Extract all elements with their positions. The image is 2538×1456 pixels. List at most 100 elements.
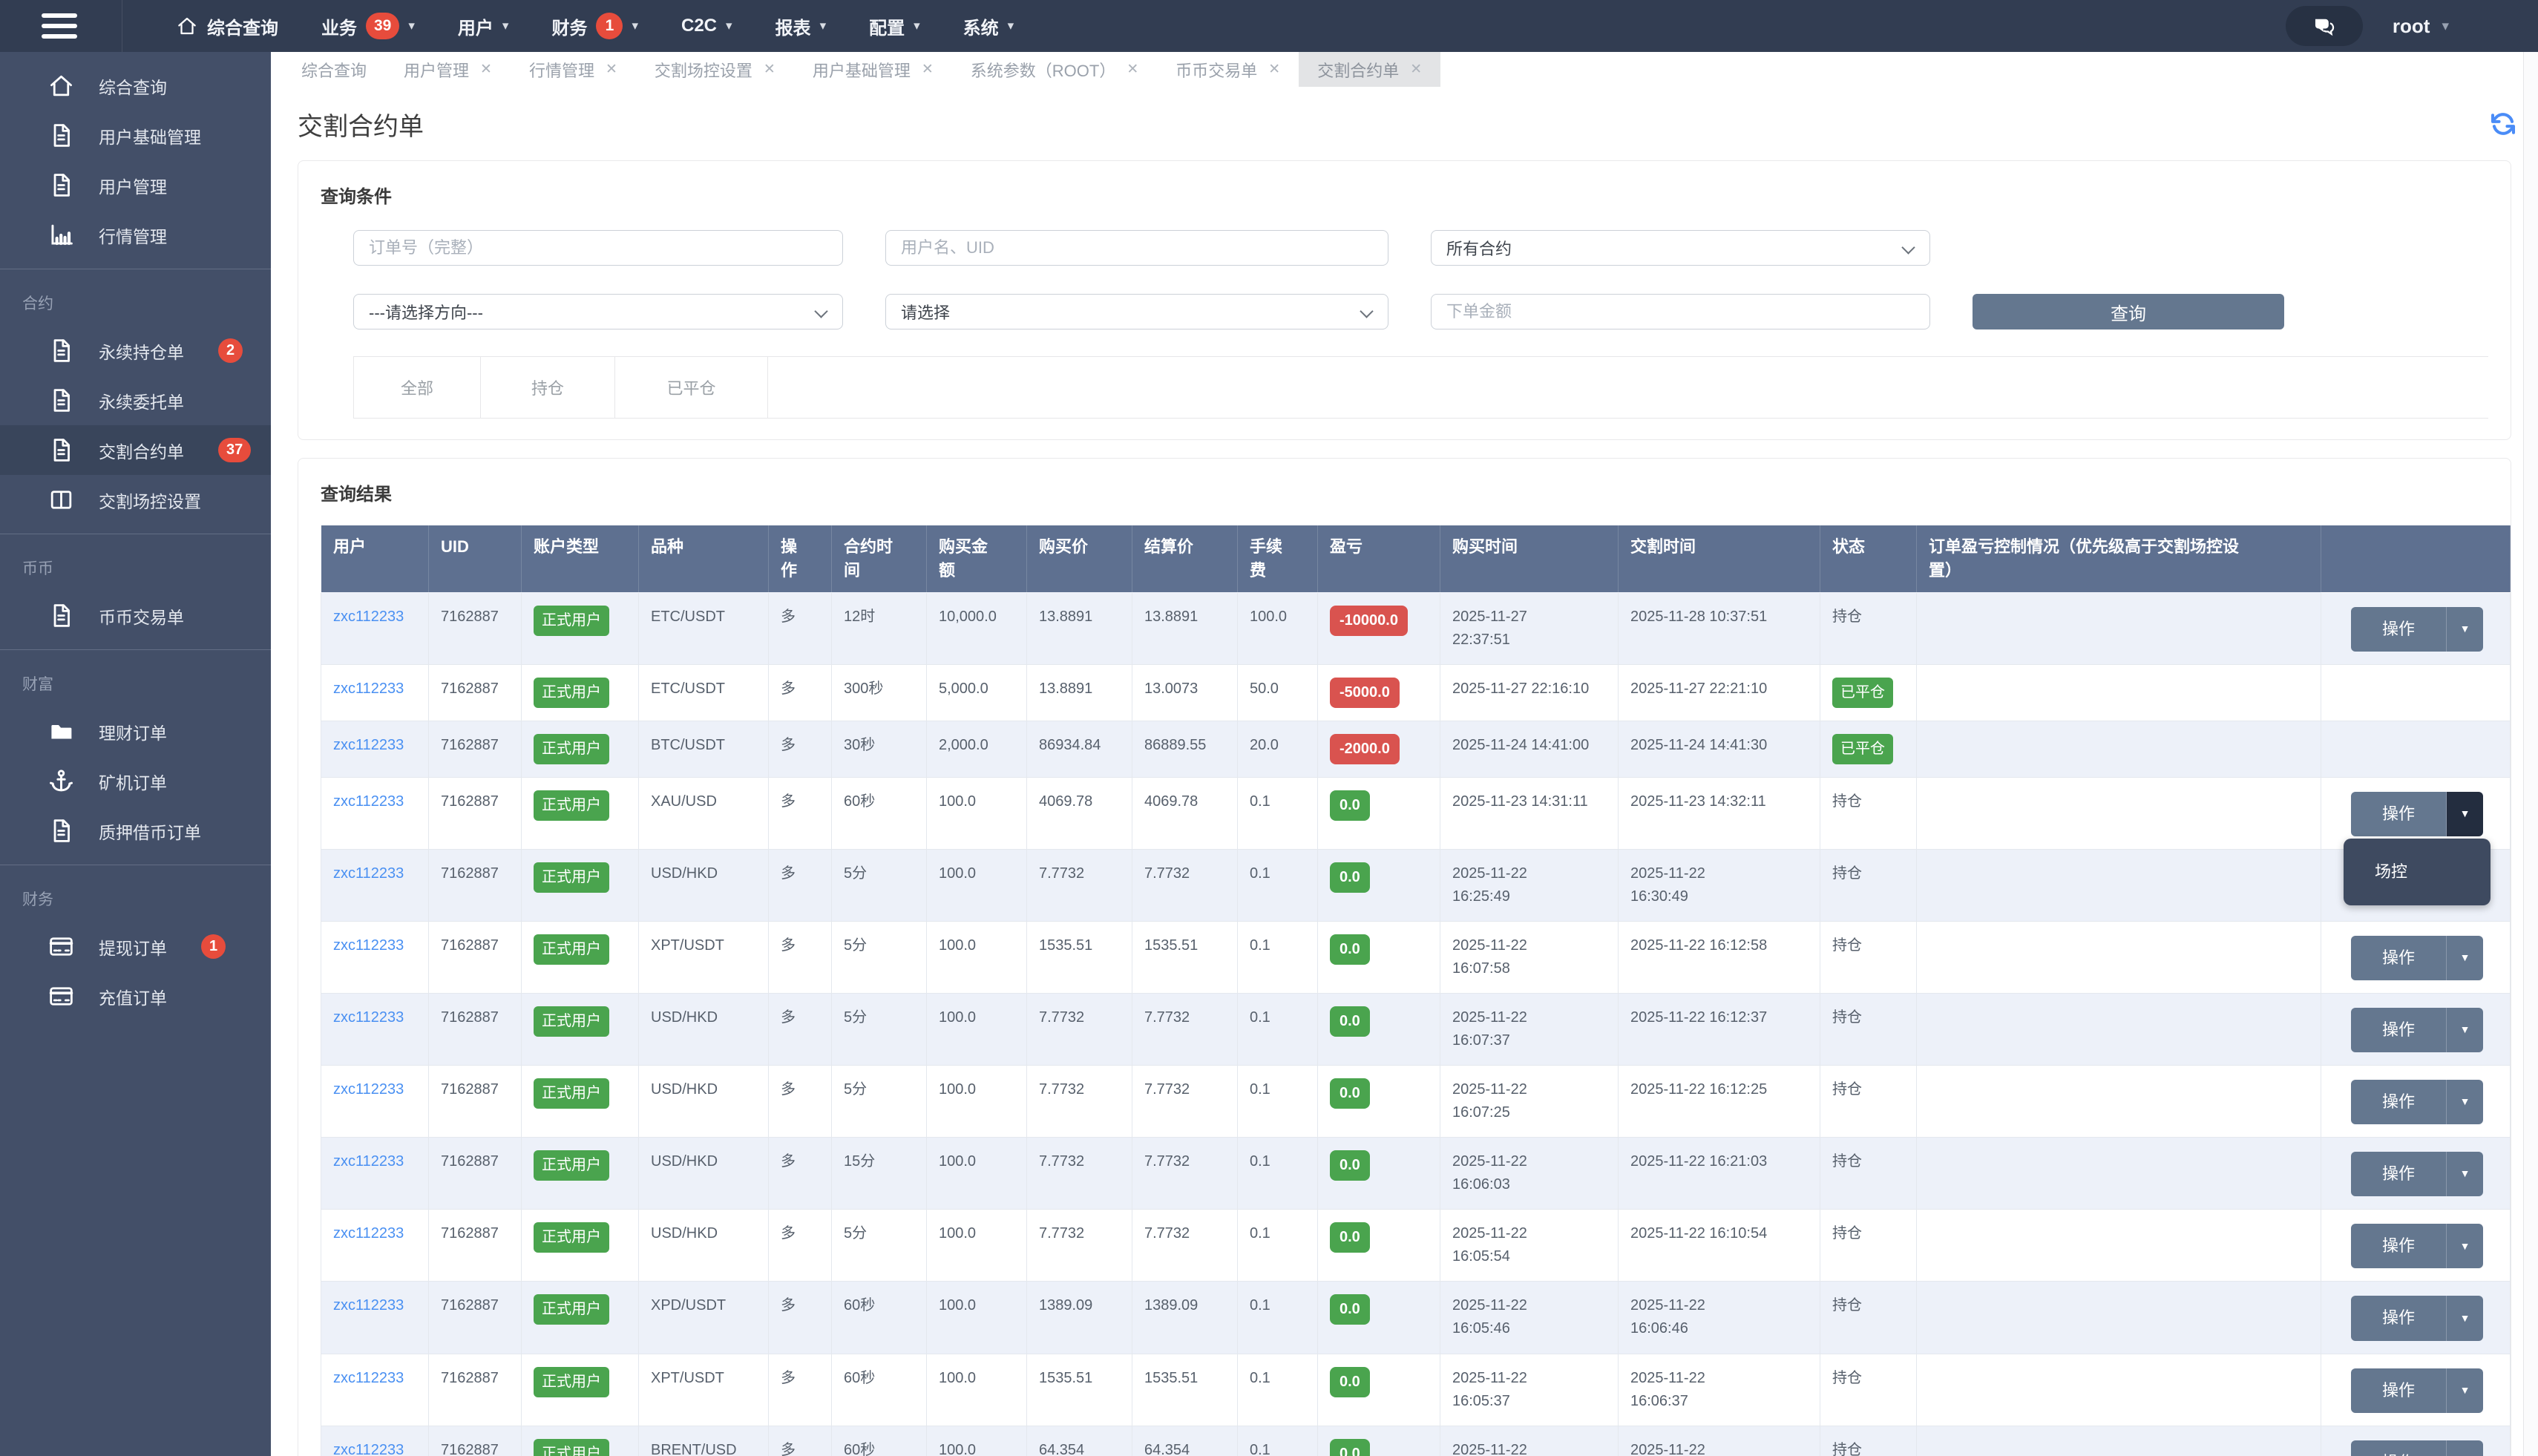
tab-1[interactable]: 用户管理 ✕ [385,52,511,87]
contract-select[interactable]: 所有合约 [1431,230,1930,266]
cell-delivery-time: 2025-11-22 16:12:25 [1618,1065,1820,1138]
sidebar-item-4-1[interactable]: 充值订单 [0,971,271,1021]
tab-7[interactable]: 交割合约单 ✕ [1299,52,1441,87]
sidebar-section-label: 币币 [22,560,53,577]
user-link[interactable]: zxc112233 [333,736,404,753]
cell-action: 操作 ▼ 场控 [2321,776,2511,906]
cell-status: 持仓 [1820,993,1917,1066]
tab-3[interactable]: 交割场控设置 ✕ [636,52,794,87]
action-button[interactable]: 操作▼ [2351,1008,2483,1053]
type-select[interactable]: 请选择 [885,294,1388,329]
action-dropdown-toggle[interactable]: ▼ [2446,606,2483,652]
action-button[interactable]: 操作▼ [2351,935,2483,981]
action-dropdown-toggle[interactable]: ▼ [2446,1152,2483,1197]
action-button[interactable]: 操作▼ [2351,791,2483,836]
sidebar-item-3-0[interactable]: 理财订单 [0,706,271,756]
tab-4[interactable]: 用户基础管理 ✕ [794,52,952,87]
sidebar-item-2-0[interactable]: 币币交易单 [0,591,271,640]
close-icon[interactable]: ✕ [605,62,617,77]
action-button[interactable]: 操作▼ [2351,1152,2483,1197]
action-dropdown-toggle[interactable]: ▼ [2446,1368,2483,1413]
nav-item-3[interactable]: 财务 1 ▾ [532,0,658,52]
close-icon[interactable]: ✕ [921,62,934,77]
sidebar-item-4-0[interactable]: 提现订单 1 [0,922,271,971]
user-link[interactable]: zxc112233 [333,1153,404,1170]
nav-item-0[interactable]: 综合查询 [157,0,298,52]
sidebar-item-0-3[interactable]: 行情管理 [0,210,271,260]
user-link[interactable]: zxc112233 [333,1297,404,1314]
action-button[interactable]: 操作▼ [2351,1440,2483,1456]
cell-direction: 多 [768,1065,832,1138]
nav-item-6[interactable]: 配置 ▾ [850,0,940,52]
nav-item-7[interactable]: 系统 ▾ [944,0,1034,52]
user-link[interactable]: zxc112233 [333,1009,404,1026]
sidebar-item-1-0[interactable]: 永续持仓单 2 [0,326,271,376]
tab-2[interactable]: 行情管理 ✕ [511,52,636,87]
action-button[interactable]: 操作▼ [2351,1296,2483,1341]
sidebar-item-1-2[interactable]: 交割合约单 37 [0,425,271,475]
sidebar-item-1-3[interactable]: 交割场控设置 [0,475,271,525]
user-menu[interactable]: root ▾ [2393,15,2449,38]
filter-tab-2[interactable]: 已平仓 [615,357,768,418]
action-dropdown-toggle[interactable]: ▼ [2446,1296,2483,1341]
action-dropdown-toggle[interactable]: ▼ [2446,1008,2483,1053]
user-link[interactable]: zxc112233 [333,865,404,882]
nav-item-4[interactable]: C2C ▾ [662,0,752,52]
order-no-input[interactable] [353,230,843,266]
user-link[interactable]: zxc112233 [333,1369,404,1386]
nav-item-2[interactable]: 用户 ▾ [439,0,528,52]
pnl-badge: 0.0 [1330,1006,1370,1037]
sidebar-item-0-1[interactable]: 用户基础管理 [0,111,271,160]
user-link[interactable]: zxc112233 [333,1081,404,1098]
cell-direction: 多 [768,920,832,994]
user-uid-input[interactable] [885,230,1388,266]
user-link[interactable]: zxc112233 [333,608,404,625]
action-dropdown-toggle[interactable]: ▼ [2446,1080,2483,1125]
amount-input[interactable] [1431,294,1930,329]
sidebar-item-0-0[interactable]: 综合查询 [0,61,271,111]
action-button[interactable]: 操作▼ [2351,1080,2483,1125]
tab-6[interactable]: 币币交易单 ✕ [1157,52,1299,87]
user-link[interactable]: zxc112233 [333,1225,404,1242]
sidebar-item-1-1[interactable]: 永续委托单 [0,376,271,425]
close-icon[interactable]: ✕ [1127,62,1139,77]
nav-item-1[interactable]: 业务 39 ▾ [302,0,434,52]
hamburger-menu-icon[interactable] [0,0,122,52]
sidebar-item-3-1[interactable]: 矿机订单 [0,756,271,806]
tab-0[interactable]: 综合查询 [283,52,385,87]
menu-item-field-control[interactable]: 场控 [2375,862,2408,881]
sidebar-item-0-2[interactable]: 用户管理 [0,160,271,210]
cell-uid: 7162887 [428,1209,522,1282]
chat-button[interactable] [2285,6,2363,46]
table-row: zxc112233 7162887 正式用户 USD/HKD 多 5分 100.0 7.773… [321,1065,2511,1138]
sidebar-item-3-2[interactable]: 质押借币订单 [0,806,271,856]
tab-5[interactable]: 系统参数（ROOT） ✕ [952,52,1157,87]
filter-tab-0[interactable]: 全部 [353,357,481,418]
filter-tab-1[interactable]: 持仓 [481,357,615,418]
direction-select[interactable]: ---请选择方向--- [353,294,843,329]
action-button[interactable]: 操作▼ [2351,606,2483,652]
action-button[interactable]: 操作▼ [2351,1368,2483,1413]
close-icon[interactable]: ✕ [1268,62,1281,77]
cell-account-type: 正式用户 [521,1065,639,1138]
user-link[interactable]: zxc112233 [333,680,404,697]
close-icon[interactable]: ✕ [1410,62,1423,77]
cell-settle-price: 86889.55 [1132,720,1238,778]
nav-item-label: 报表 [775,18,811,39]
search-button[interactable]: 查询 [1973,294,2284,329]
pnl-badge: -2000.0 [1330,733,1400,764]
action-dropdown-toggle[interactable]: ▼ [2446,791,2483,836]
user-link[interactable]: zxc112233 [333,1441,404,1456]
action-button[interactable]: 操作▼ [2351,1224,2483,1269]
action-dropdown-toggle[interactable]: ▼ [2446,1224,2483,1269]
cell-fee: 0.1 [1237,993,1318,1066]
user-link[interactable]: zxc112233 [333,793,404,810]
refresh-icon[interactable] [2488,108,2519,140]
close-icon[interactable]: ✕ [480,62,492,77]
user-link[interactable]: zxc112233 [333,937,404,954]
vertical-scrollbar[interactable] [2523,0,2538,1456]
action-dropdown-toggle[interactable]: ▼ [2446,1440,2483,1456]
nav-item-5[interactable]: 报表 ▾ [756,0,846,52]
close-icon[interactable]: ✕ [763,62,776,77]
action-dropdown-toggle[interactable]: ▼ [2446,935,2483,981]
